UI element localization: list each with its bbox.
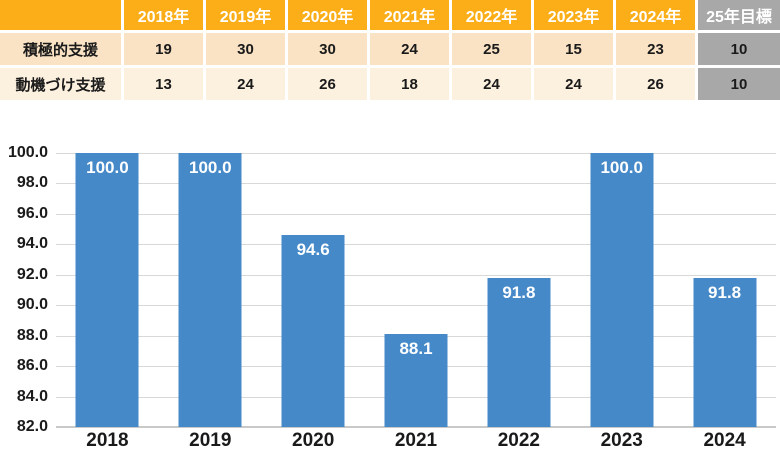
table-row-motivational-support: 動機づけ支援 13 24 26 18 24 24 26 10 — [0, 68, 780, 103]
gridline — [56, 213, 776, 215]
bar-value-label: 91.8 — [708, 282, 742, 302]
y-tick-label: 82.0 — [16, 418, 48, 435]
y-tick-label: 84.0 — [16, 387, 48, 405]
row-label: 動機づけ支援 — [0, 68, 124, 103]
bar-value-label: 88.1 — [399, 339, 433, 359]
x-tick-label: 2023 — [600, 430, 643, 450]
cell-value: 18 — [370, 68, 452, 103]
y-axis: 100.0 98.0 96.0 94.0 92.0 90.0 88.0 86.0 84.0 82.… — [0, 144, 50, 435]
x-tick-label: 2019 — [189, 430, 232, 450]
bar-slot: 91.8 — [467, 153, 570, 427]
cell-value: 24 — [206, 68, 288, 103]
bar-2021: 88.1 — [384, 334, 448, 427]
cell-value: 24 — [370, 33, 452, 68]
x-axis: 2018 2019 2020 2021 2022 2023 2024 — [56, 430, 776, 450]
bar-value-label: 91.8 — [502, 282, 536, 302]
bar-slot: 100.0 — [570, 153, 673, 427]
cell-value: 24 — [452, 68, 534, 103]
bar-value-label: 100.0 — [86, 158, 129, 177]
bar-2018: 100.0 — [75, 153, 139, 427]
gridline — [56, 153, 776, 154]
y-tick-label: 98.0 — [16, 174, 48, 192]
col-header-2022: 2022年 — [452, 0, 534, 33]
bar-slot: 88.1 — [365, 153, 468, 427]
bar-2024: 91.8 — [693, 277, 757, 427]
cell-value: 30 — [288, 33, 370, 68]
col-header-2023: 2023年 — [534, 0, 616, 33]
bars: 100.0 100.0 94.6 88.1 — [56, 153, 776, 427]
y-tick-label: 100.0 — [7, 144, 48, 161]
bar-slot: 100.0 — [159, 153, 262, 427]
bar-2022: 91.8 — [487, 277, 551, 427]
table-row-active-support: 積極的支援 19 30 30 24 25 15 23 10 — [0, 33, 780, 68]
col-header-2019: 2019年 — [206, 0, 288, 33]
cell-value: 26 — [288, 68, 370, 103]
gridline — [56, 305, 776, 307]
cell-value: 25 — [452, 33, 534, 68]
x-tick-label: 2024 — [703, 430, 746, 450]
y-tick-label: 88.0 — [16, 326, 48, 344]
x-tick-label: 2021 — [394, 430, 438, 450]
cell-value: 15 — [534, 33, 616, 68]
x-tick-label: 2018 — [86, 430, 129, 450]
x-tick-label: 2022 — [497, 430, 540, 450]
gridline — [56, 244, 776, 246]
x-tick-label: 2020 — [292, 430, 335, 450]
cell-value: 19 — [124, 33, 206, 68]
col-header-2021: 2021年 — [370, 0, 452, 33]
bar-2023: 100.0 — [590, 153, 654, 427]
gridline — [56, 183, 776, 185]
col-header-2024: 2024年 — [616, 0, 698, 33]
bar-value-label: 100.0 — [189, 158, 232, 177]
cell-target-value: 10 — [698, 68, 780, 103]
y-tick-label: 94.0 — [16, 235, 48, 253]
cell-value: 30 — [206, 33, 288, 68]
bar-slot: 100.0 — [56, 153, 159, 427]
y-tick-label: 90.0 — [16, 296, 48, 314]
gridline — [56, 274, 776, 276]
bar-value-label: 100.0 — [600, 158, 643, 177]
cell-value: 26 — [616, 68, 698, 103]
plot-area: 100.0 100.0 94.6 88.1 — [56, 153, 776, 428]
cell-value: 13 — [124, 68, 206, 103]
bar-2020: 94.6 — [281, 235, 345, 427]
cell-target-value: 10 — [698, 33, 780, 68]
cell-value: 24 — [534, 68, 616, 103]
y-tick-label: 92.0 — [16, 265, 48, 283]
table-header-row: 2018年 2019年 2020年 2021年 2022年 2023年 2024… — [0, 0, 780, 33]
y-tick-label: 96.0 — [16, 204, 48, 222]
bar-value-label: 94.6 — [296, 240, 330, 260]
table-corner-cell — [0, 0, 124, 33]
x-axis-line — [56, 426, 776, 428]
col-header-target: 25年目標 — [698, 0, 780, 33]
support-data-table: 2018年 2019年 2020年 2021年 2022年 2023年 2024… — [0, 0, 780, 103]
bar-2019: 100.0 — [178, 153, 242, 427]
col-header-2018: 2018年 — [124, 0, 206, 33]
cell-value: 23 — [616, 33, 698, 68]
row-label: 積極的支援 — [0, 33, 124, 68]
y-tick-label: 86.0 — [16, 357, 48, 375]
table: 2018年 2019年 2020年 2021年 2022年 2023年 2024… — [0, 0, 780, 103]
bar-slot: 91.8 — [673, 153, 776, 427]
bar-slot: 94.6 — [262, 153, 365, 427]
col-header-2020: 2020年 — [288, 0, 370, 33]
